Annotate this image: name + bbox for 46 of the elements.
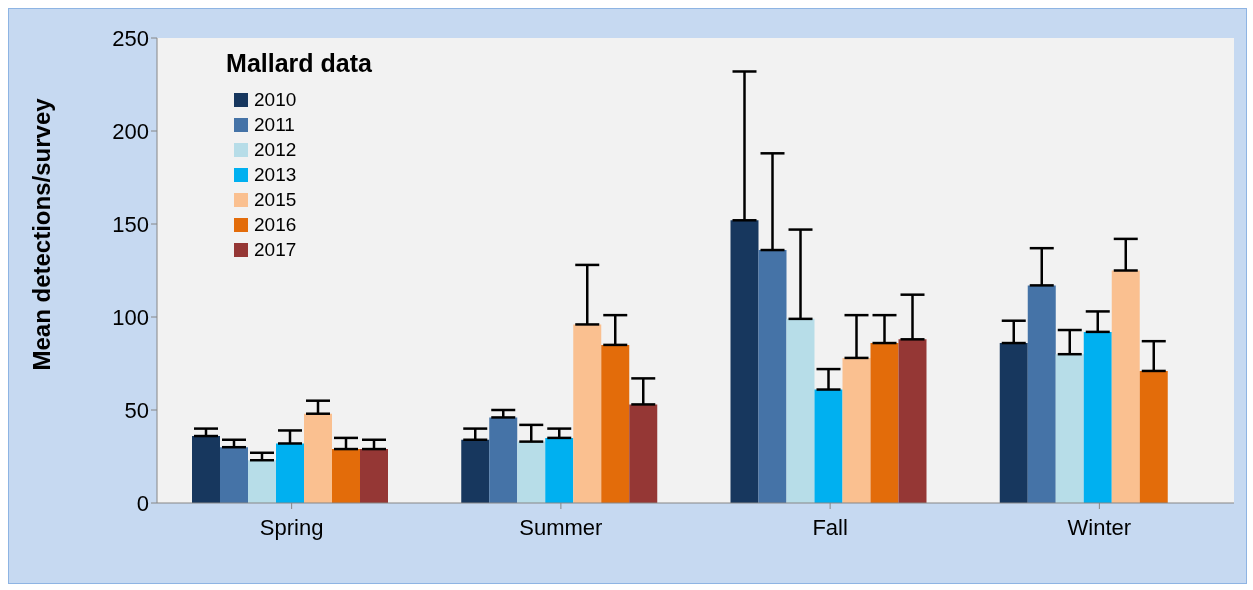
bar <box>489 417 518 503</box>
chart-title: Mallard data <box>225 49 373 78</box>
y-tick-label: 200 <box>112 118 149 144</box>
bar <box>1139 370 1168 503</box>
y-tick-label: 50 <box>124 397 149 423</box>
bar <box>304 413 332 503</box>
bar <box>999 343 1028 503</box>
bar <box>601 344 630 503</box>
bar <box>1055 354 1084 503</box>
y-tick-label: 100 <box>112 304 149 330</box>
legend-label: 2016 <box>254 213 297 236</box>
legend-label: 2012 <box>254 138 297 161</box>
bar <box>814 389 843 503</box>
bar <box>461 439 490 503</box>
legend-label: 2011 <box>254 113 295 136</box>
bar <box>870 343 899 503</box>
y-tick-label: 150 <box>112 211 149 237</box>
bar <box>1083 331 1112 503</box>
bar <box>1111 270 1140 503</box>
bar <box>758 250 787 503</box>
legend-label: 2013 <box>254 163 297 186</box>
bar <box>898 339 927 503</box>
y-tick-label: 0 <box>136 490 149 516</box>
bar <box>192 436 220 503</box>
bar <box>842 357 871 503</box>
x-tick-label: Summer <box>519 514 603 540</box>
bar <box>220 447 248 503</box>
y-tick-label: 250 <box>112 25 149 51</box>
bar <box>573 324 602 503</box>
legend-label: 2017 <box>254 238 297 261</box>
bar <box>629 404 658 503</box>
bar <box>1027 285 1056 503</box>
x-tick-label: Winter <box>1067 514 1132 540</box>
bar <box>276 443 304 503</box>
legend-label: 2015 <box>254 188 297 211</box>
bar <box>517 441 546 503</box>
x-tick-label: Fall <box>812 514 848 540</box>
bar <box>730 220 759 503</box>
bar <box>248 460 276 503</box>
bar <box>360 449 388 503</box>
x-tick-label: Spring <box>259 514 324 540</box>
y-axis-title: Mean detections/survey <box>27 97 55 371</box>
bar <box>786 318 815 503</box>
legend-label: 2010 <box>254 88 297 111</box>
bar <box>545 437 574 503</box>
bar <box>332 449 360 503</box>
